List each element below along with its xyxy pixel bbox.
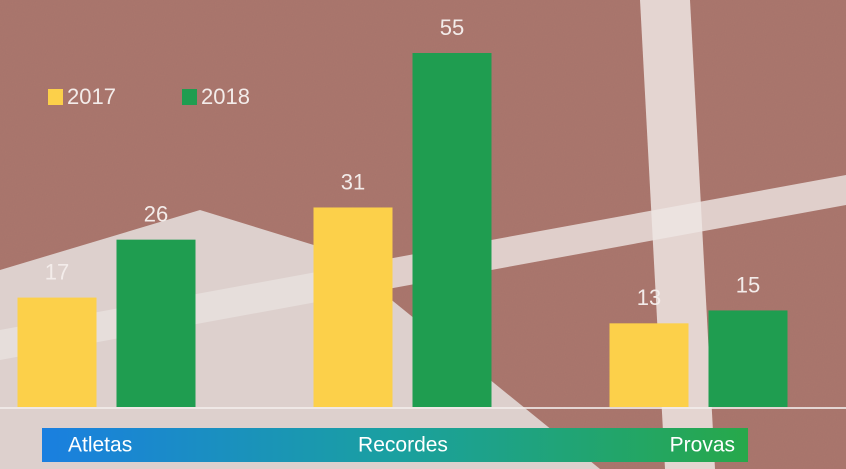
x-tick-label: Recordes [358, 434, 448, 457]
value-label: 13 [637, 285, 661, 310]
value-label: 31 [341, 169, 365, 194]
x-tick-label: Atletas [68, 434, 132, 457]
legend-swatch [182, 89, 197, 105]
bar [412, 53, 492, 407]
value-label: 26 [144, 201, 168, 226]
bar [609, 323, 689, 407]
legend-label: 2018 [201, 84, 250, 109]
bar [116, 239, 196, 407]
value-label: 55 [440, 15, 464, 40]
x-tick-label: Provas [670, 434, 735, 457]
bar [17, 297, 97, 407]
bar [708, 310, 788, 407]
bar [313, 207, 393, 407]
value-label: 15 [736, 272, 760, 297]
legend-label: 2017 [67, 84, 116, 109]
plot: Atletas 17 26 Recordes 31 55 Provas 13 15 [17, 15, 788, 457]
legend-swatch [48, 89, 63, 105]
legend: 2017 2018 [48, 84, 250, 109]
value-label: 17 [45, 259, 69, 284]
